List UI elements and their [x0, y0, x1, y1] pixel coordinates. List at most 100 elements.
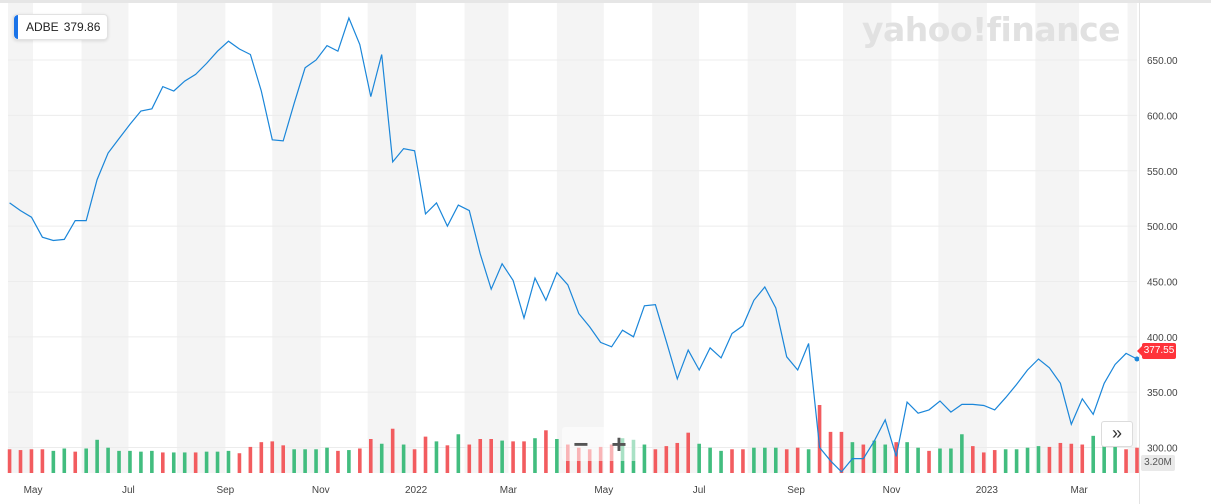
zoom-in-button[interactable]: +	[611, 429, 627, 459]
month-band	[464, 3, 509, 473]
top-border	[0, 0, 1211, 3]
volume-bar	[18, 450, 23, 473]
last-price-dot	[1134, 356, 1140, 362]
volume-bar	[325, 447, 329, 473]
x-tick-label: Mar	[500, 485, 518, 496]
volume-bar	[533, 438, 537, 473]
zoom-controls: − +	[562, 427, 638, 461]
volume-bar	[587, 449, 592, 473]
month-band	[1127, 3, 1137, 473]
volume-bar	[390, 428, 395, 473]
volume-bar	[237, 453, 242, 473]
x-tick-label: May	[594, 485, 613, 496]
month-band	[556, 3, 604, 473]
volume-bar	[7, 449, 12, 473]
x-tick-label: Jul	[693, 485, 706, 496]
volume-bar	[73, 451, 78, 473]
x-tick-label: Sep	[787, 485, 805, 496]
volume-bar	[905, 442, 909, 473]
volume-bar	[478, 439, 483, 473]
volume-bar	[84, 448, 88, 473]
y-tick-label: 300.00	[1147, 444, 1178, 455]
volume-bar	[1069, 443, 1074, 473]
volume-bar	[193, 452, 198, 473]
legend-swatch	[14, 15, 18, 39]
month-band	[1035, 3, 1080, 473]
volume-bar	[828, 431, 833, 473]
y-tick-label: 400.00	[1147, 333, 1178, 344]
volume-bar	[697, 443, 701, 473]
x-tick-label: Mar	[1071, 485, 1089, 496]
scroll-forward-button[interactable]: »	[1101, 421, 1133, 447]
y-tick-label: 650.00	[1147, 56, 1178, 67]
volume-bar	[1124, 449, 1128, 473]
volume-bar	[916, 447, 920, 473]
volume-bar	[40, 449, 45, 473]
symbol-legend[interactable]: ADBE 379.86	[13, 14, 109, 40]
month-band	[272, 3, 321, 473]
volume-bar	[992, 450, 997, 473]
volume-bar	[270, 441, 275, 473]
volume-bar	[95, 439, 99, 473]
volume-bar	[292, 449, 296, 473]
price-line	[9, 16, 1138, 473]
x-tick-label: Nov	[883, 485, 901, 496]
volume-bar	[161, 452, 165, 473]
volume-bar	[763, 447, 767, 473]
last-price-tag: 377.55	[1137, 343, 1176, 359]
volume-bar	[336, 450, 340, 473]
volume-bar	[456, 434, 461, 473]
volume-bar	[106, 447, 110, 473]
volume-bar	[730, 449, 734, 473]
volume-bars	[7, 405, 1139, 473]
legend-price: 379.86	[63, 20, 101, 34]
x-tick-label: 2023	[976, 485, 999, 496]
y-tick-label: 500.00	[1147, 222, 1178, 233]
volume-bar	[850, 442, 855, 473]
x-tick-label: Jul	[122, 485, 135, 496]
volume-bar	[675, 442, 680, 473]
volume-bar	[314, 449, 318, 473]
zoom-out-button[interactable]: −	[573, 429, 589, 459]
volume-bar	[971, 446, 975, 473]
volume-bar	[752, 447, 756, 473]
volume-bar	[883, 444, 888, 473]
axis-divider	[1139, 0, 1140, 504]
volume-bar	[839, 431, 844, 473]
volume-bar	[171, 452, 176, 473]
volume-bar	[795, 447, 800, 473]
volume-bar	[128, 450, 132, 473]
x-tick-label: May	[24, 485, 43, 496]
volume-bar	[139, 451, 143, 473]
volume-bar	[445, 445, 450, 473]
volume-bar	[949, 448, 953, 473]
month-band	[938, 3, 987, 473]
volume-bar	[379, 443, 384, 473]
y-tick-label: 600.00	[1147, 111, 1178, 122]
volume-bar	[434, 441, 439, 473]
volume-bar	[358, 448, 362, 473]
volume-bar	[117, 450, 121, 473]
volume-bar	[500, 440, 504, 473]
month-band	[367, 3, 417, 473]
volume-bar	[1047, 446, 1052, 473]
volume-bar	[51, 450, 56, 473]
volume-bar	[259, 442, 264, 473]
volume-bar	[960, 434, 964, 473]
volume-bar	[555, 439, 559, 473]
month-band	[81, 3, 129, 473]
volume-bar	[1003, 449, 1008, 473]
volume-bar	[653, 449, 658, 473]
volume-bar	[281, 445, 286, 473]
volume-bar	[511, 441, 515, 473]
yahoo-finance-logo: yahoo!finance	[862, 10, 1121, 49]
volume-bar	[642, 444, 647, 473]
volume-bar	[150, 450, 154, 473]
volume-bar	[1058, 442, 1063, 473]
volume-bar	[1135, 447, 1139, 473]
volume-bar	[741, 449, 745, 473]
volume-bar	[1014, 449, 1019, 473]
y-tick-label: 550.00	[1147, 167, 1178, 178]
